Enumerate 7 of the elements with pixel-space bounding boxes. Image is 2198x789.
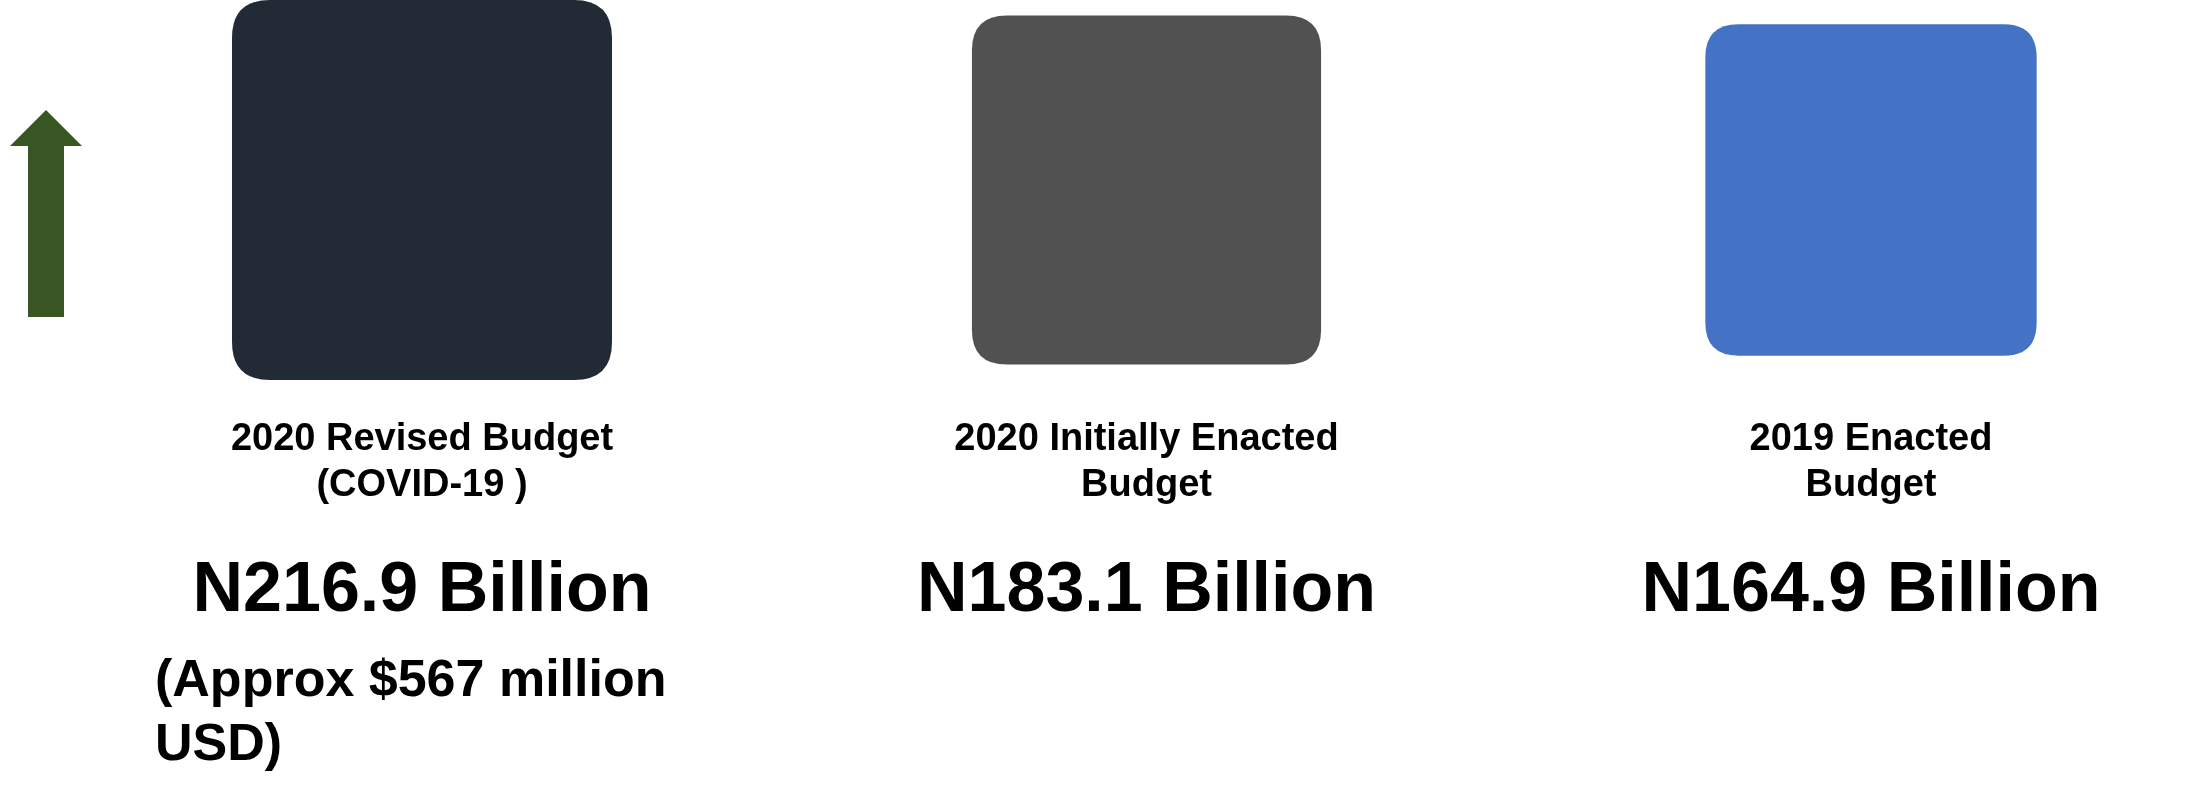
category-label: 2019 Enacted Budget xyxy=(1749,416,1993,504)
data-label: N216.9 Billion xyxy=(192,548,652,626)
category-label: 2020 Initially Enacted Budget xyxy=(954,416,1339,504)
category-label: 2020 Revised Budget (COVID-19 ) xyxy=(230,416,614,504)
data-label: N164.9 Billion xyxy=(1641,548,2101,626)
text: (Approx $567 million USD) xyxy=(155,649,667,771)
data-label: N183.1 Billion xyxy=(916,548,1377,626)
